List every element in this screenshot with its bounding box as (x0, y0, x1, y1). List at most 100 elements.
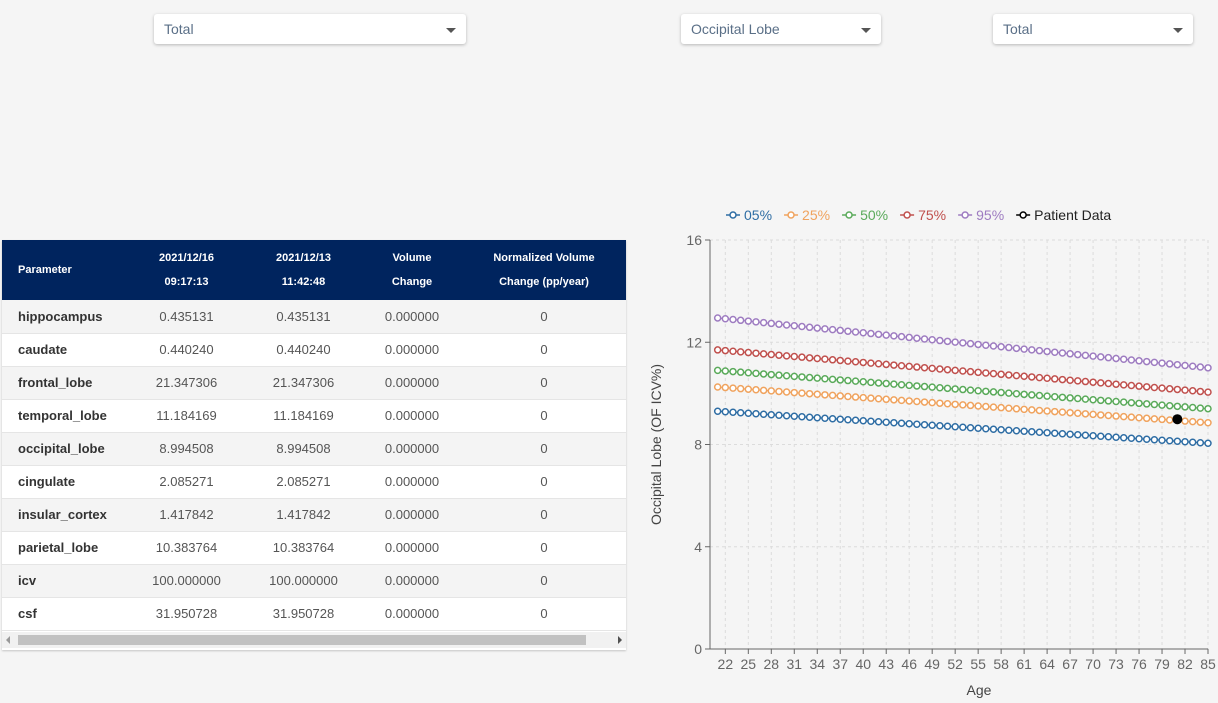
series-point[interactable] (966, 386, 975, 394)
series-point[interactable] (736, 384, 745, 393)
series-point[interactable] (1196, 363, 1205, 371)
series-point[interactable] (713, 366, 722, 375)
series-point[interactable] (759, 410, 768, 419)
series-point[interactable] (1119, 381, 1128, 389)
series-point[interactable] (913, 382, 921, 390)
series-point[interactable] (1058, 393, 1067, 402)
legend-item[interactable]: 95% (958, 207, 1004, 223)
series-point[interactable] (1135, 413, 1143, 422)
series-point[interactable] (920, 420, 929, 429)
series-point[interactable] (1043, 407, 1051, 415)
series-point[interactable] (1020, 405, 1028, 414)
series-point[interactable] (1058, 349, 1067, 357)
series-point[interactable] (867, 394, 875, 402)
series-point[interactable] (1035, 391, 1044, 400)
series-point[interactable] (729, 347, 737, 355)
series-point[interactable] (905, 362, 913, 371)
series-point[interactable] (890, 361, 898, 369)
series-point[interactable] (1005, 426, 1013, 434)
series-point[interactable] (1028, 373, 1036, 381)
series-point[interactable] (1028, 391, 1036, 399)
series-point[interactable] (1181, 403, 1189, 411)
series-point[interactable] (1173, 402, 1182, 411)
series-point[interactable] (1051, 429, 1059, 437)
series-point[interactable] (974, 386, 982, 395)
series-point[interactable] (805, 413, 814, 422)
series-point[interactable] (1028, 427, 1036, 436)
series-point[interactable] (989, 388, 998, 396)
series-point[interactable] (1066, 394, 1074, 402)
series-point[interactable] (721, 383, 730, 392)
series-point[interactable] (752, 318, 760, 326)
series-point[interactable] (1135, 382, 1143, 390)
series-point[interactable] (1135, 434, 1143, 443)
series-point[interactable] (1204, 388, 1212, 396)
series-point[interactable] (951, 385, 959, 393)
series-point[interactable] (729, 367, 737, 376)
series-point[interactable] (1066, 376, 1074, 384)
header-date-1[interactable]: 2021/12/16 09:17:13 (158, 252, 215, 288)
parameter-select-left[interactable]: Total (154, 14, 466, 44)
series-point[interactable] (1150, 400, 1159, 409)
series-point[interactable] (821, 355, 829, 363)
series-point[interactable] (936, 383, 944, 392)
series-point[interactable] (782, 321, 791, 329)
series-point[interactable] (759, 370, 768, 378)
series-point[interactable] (951, 366, 959, 375)
series-point[interactable] (1005, 343, 1013, 352)
series-point[interactable] (1135, 357, 1143, 365)
series-point[interactable] (1158, 359, 1166, 367)
series-point[interactable] (989, 403, 998, 411)
series-point[interactable] (805, 323, 814, 332)
series-point[interactable] (997, 343, 1005, 351)
series-point[interactable] (1173, 437, 1182, 445)
series-point[interactable] (874, 394, 883, 403)
series-point[interactable] (744, 348, 753, 357)
series-point[interactable] (989, 369, 998, 378)
series-point[interactable] (813, 390, 822, 399)
series-point[interactable] (1142, 400, 1151, 408)
series-point[interactable] (936, 421, 944, 430)
series-point[interactable] (1074, 377, 1082, 385)
series-point[interactable] (1104, 353, 1113, 362)
series-point[interactable] (1127, 381, 1136, 390)
series-point[interactable] (813, 324, 822, 332)
series-point[interactable] (1035, 428, 1044, 436)
series-point[interactable] (859, 358, 867, 367)
series-point[interactable] (959, 339, 967, 347)
series-point[interactable] (775, 411, 783, 420)
series-point[interactable] (859, 378, 867, 386)
series-point[interactable] (1096, 432, 1105, 440)
series-point[interactable] (928, 383, 936, 391)
series-point[interactable] (1112, 433, 1120, 441)
series-point[interactable] (951, 400, 959, 409)
series-point[interactable] (913, 420, 921, 428)
legend-item[interactable]: 75% (900, 207, 946, 223)
series-point[interactable] (943, 400, 952, 408)
series-point[interactable] (1150, 383, 1159, 392)
series-point[interactable] (713, 383, 722, 391)
series-point[interactable] (1188, 403, 1197, 412)
series-point[interactable] (767, 350, 776, 359)
series-point[interactable] (859, 393, 867, 402)
series-point[interactable] (1135, 399, 1143, 408)
series-point[interactable] (1127, 356, 1136, 364)
series-point[interactable] (859, 329, 867, 337)
series-point[interactable] (1104, 432, 1113, 441)
series-point[interactable] (928, 364, 936, 373)
series-point[interactable] (1142, 383, 1151, 391)
series-point[interactable] (1196, 418, 1205, 426)
series-point[interactable] (1165, 416, 1174, 424)
series-point[interactable] (790, 388, 799, 397)
series-point[interactable] (1204, 404, 1212, 413)
series-point[interactable] (1035, 373, 1044, 382)
series-point[interactable] (1142, 414, 1151, 423)
series-point[interactable] (982, 369, 990, 377)
series-point[interactable] (782, 352, 791, 360)
series-point[interactable] (775, 351, 783, 359)
series-point[interactable] (1165, 360, 1174, 368)
series-point[interactable] (798, 322, 806, 331)
series-point[interactable] (1058, 375, 1067, 384)
series-point[interactable] (936, 336, 944, 345)
series-point[interactable] (821, 391, 829, 399)
